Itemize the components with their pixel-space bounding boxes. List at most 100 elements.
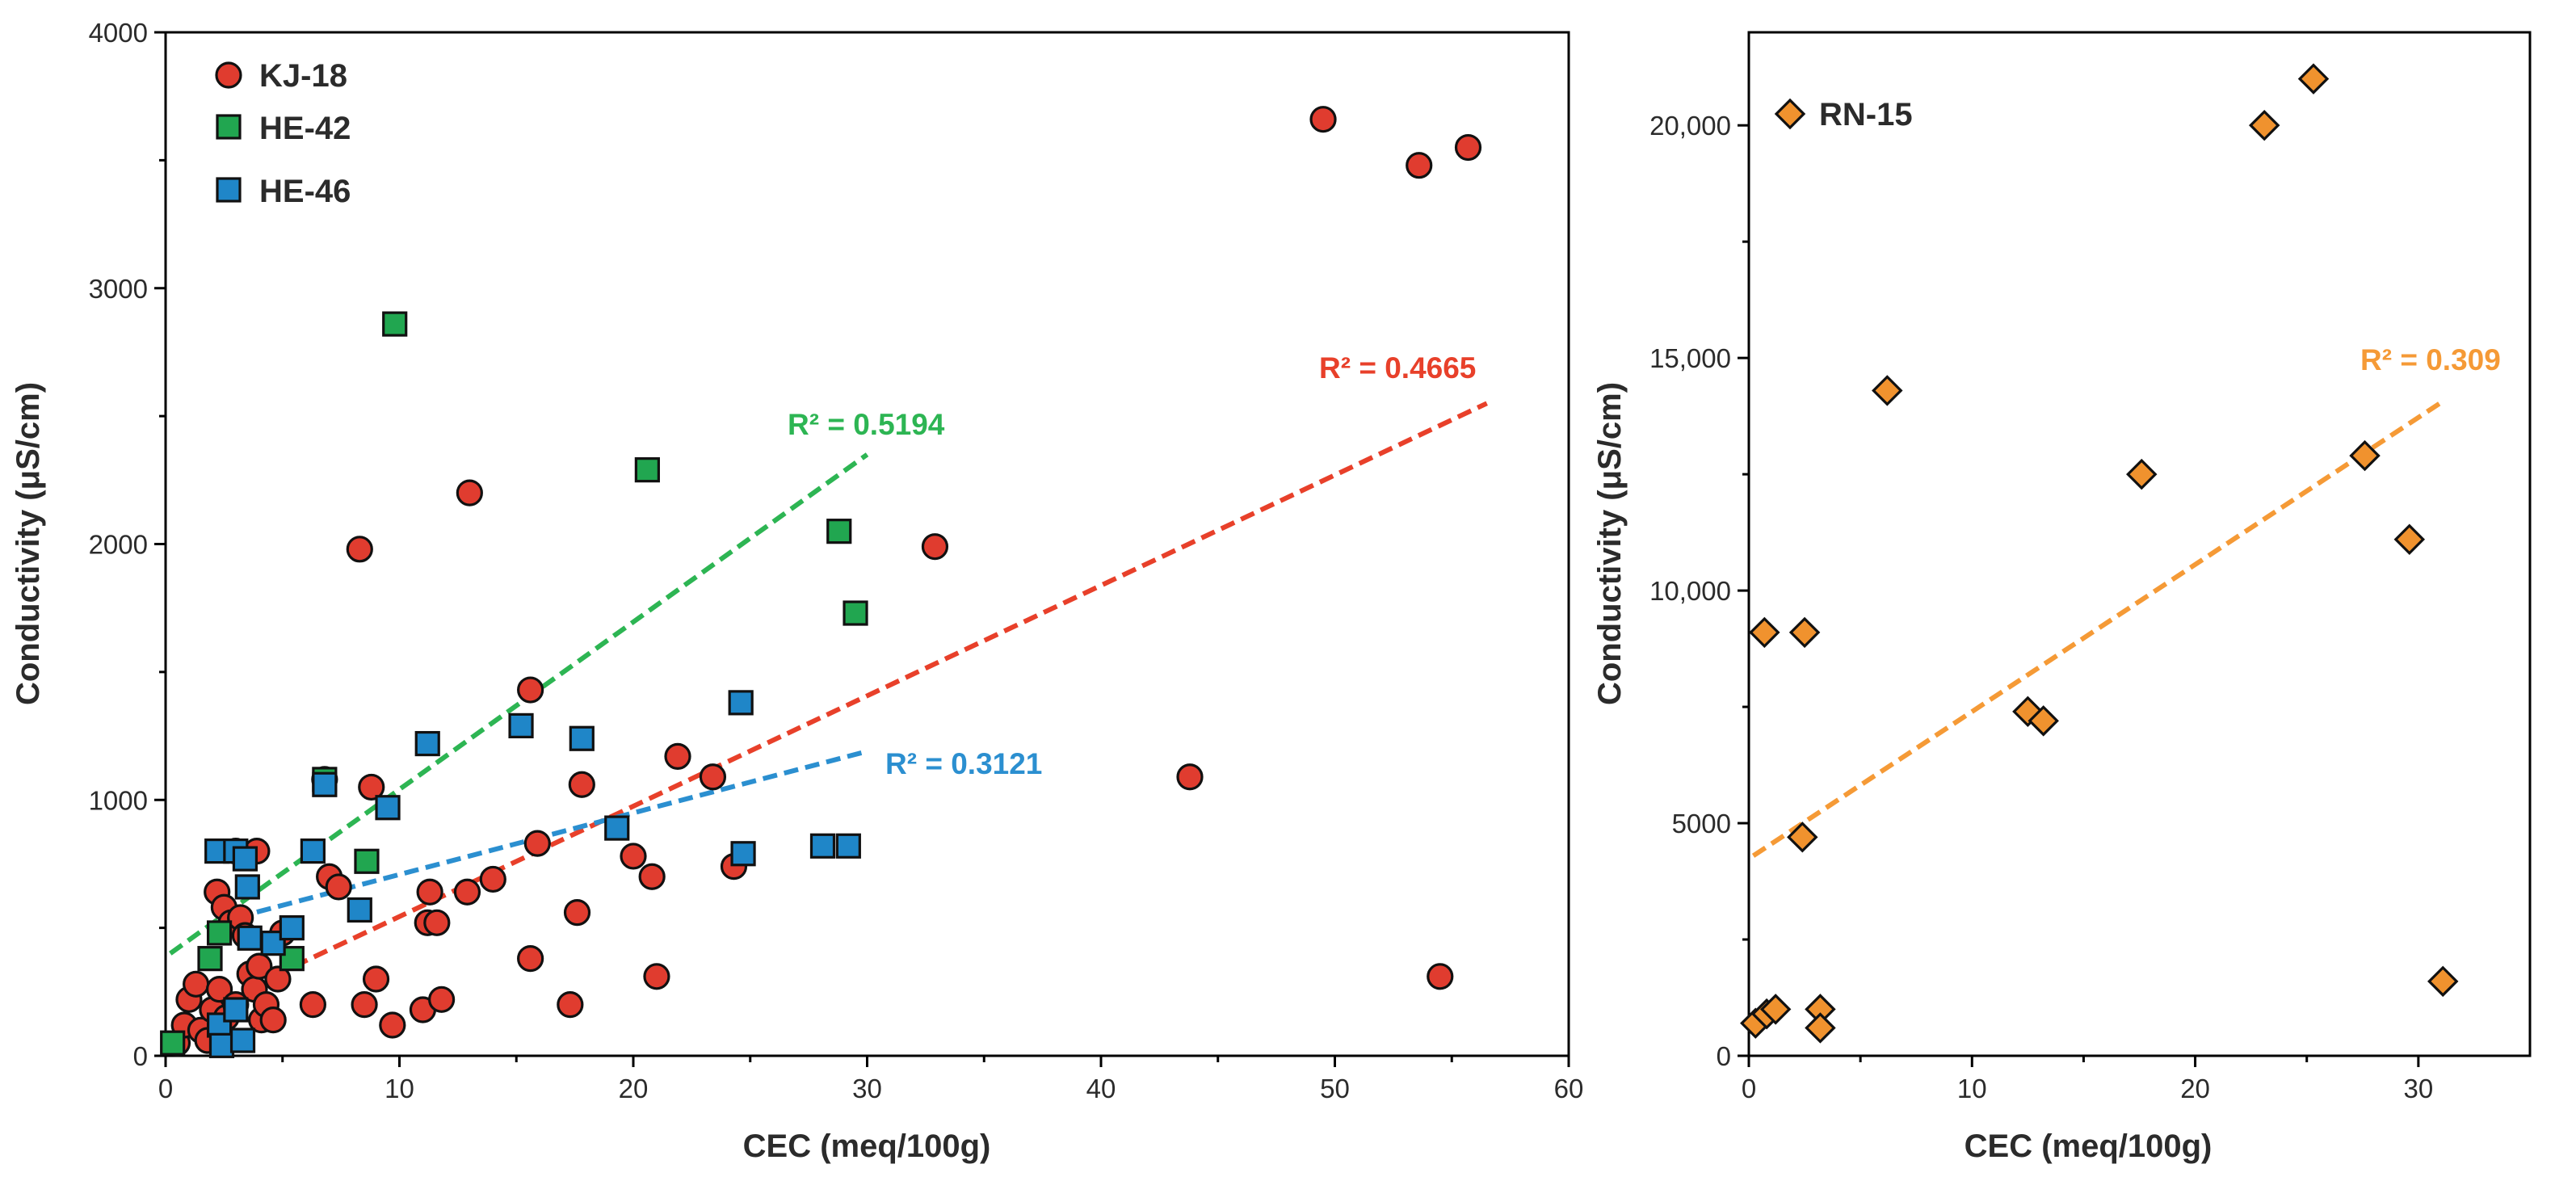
data-point-kj18	[1176, 763, 1204, 791]
left-y-tick-label: 2000	[89, 530, 148, 560]
left-scatter-panel: 0 10 20 30 40 50 60 0 1000 2000 3000 4000 R² = 0.46…	[11, 18, 1583, 1164]
data-point-he42	[354, 848, 380, 874]
right-legend: RN-15	[1774, 97, 1913, 132]
data-point-he42	[382, 311, 408, 337]
left-axis-ticks: 0 10 20 30 40 50 60 0 1000 2000 3000 4000	[89, 18, 1584, 1103]
data-point-kj18	[1454, 133, 1482, 162]
data-point-he46	[229, 1028, 256, 1053]
left-x-tick-label: 60	[1554, 1074, 1584, 1103]
data-point-kj18	[428, 986, 456, 1013]
data-point-he46	[234, 874, 260, 900]
data-point-kj18	[563, 899, 591, 927]
data-point-he42	[197, 946, 223, 972]
data-point-he46	[604, 815, 630, 841]
legend-label-rn15: RN-15	[1819, 97, 1913, 132]
data-point-kj18	[183, 970, 210, 998]
right-plot-frame	[1747, 31, 2532, 1057]
left-x-tick-label: 30	[852, 1074, 882, 1103]
data-point-rn15	[2248, 109, 2280, 141]
data-point-kj18	[643, 963, 670, 990]
data-point-he46	[508, 712, 534, 738]
data-point-rn15	[1787, 822, 1818, 853]
data-point-kj18	[620, 843, 647, 870]
data-point-rn15	[1805, 1012, 1836, 1044]
data-point-he46	[232, 846, 258, 872]
data-point-he46	[237, 925, 263, 951]
data-point-rn15	[1872, 375, 1903, 406]
data-point-kj18	[351, 991, 378, 1019]
r2-label-he42: R² = 0.5194	[788, 408, 945, 441]
data-point-rn15	[1788, 616, 1821, 649]
data-point-kj18	[523, 830, 551, 857]
legend-marker-kj18	[215, 61, 242, 89]
left-x-tick-label: 40	[1086, 1074, 1116, 1103]
right-x-tick-label: 30	[2403, 1074, 2433, 1103]
data-point-rn15	[2393, 523, 2426, 555]
data-point-he46	[414, 730, 440, 757]
left-x-tick-label: 20	[619, 1074, 649, 1103]
data-point-rn15	[1805, 994, 1836, 1025]
data-point-kj18	[259, 1007, 287, 1034]
legend-label-kj18: KJ-18	[259, 58, 347, 94]
data-point-he46	[279, 915, 305, 941]
right-axis-ticks: 0 10 20 30 0 5000 10,000 15,000 20,000	[1649, 111, 2433, 1103]
legend-marker-rn15	[1774, 98, 1806, 130]
right-x-tick-label: 0	[1742, 1074, 1756, 1103]
data-point-he46	[347, 897, 372, 923]
r2-label-he46: R² = 0.3121	[885, 747, 1042, 780]
data-point-he46	[730, 841, 756, 867]
right-trendlines	[1751, 397, 2447, 858]
left-y-tick-label: 4000	[89, 18, 148, 48]
data-point-kj18	[1427, 963, 1454, 990]
data-point-he42	[634, 457, 660, 483]
data-point-rn15	[2297, 63, 2330, 95]
left-x-tick-label: 10	[385, 1074, 414, 1103]
data-point-he42	[206, 920, 233, 946]
left-r2-labels: R² = 0.4665 R² = 0.5194 R² = 0.3121	[788, 351, 1476, 780]
data-point-he42	[160, 1030, 186, 1056]
data-point-he46	[728, 690, 754, 716]
data-point-kj18	[246, 952, 273, 980]
data-point-kj18	[453, 878, 481, 906]
right-y-tick-label: 10,000	[1649, 576, 1731, 606]
legend-label-he42: HE-42	[259, 111, 351, 146]
data-point-kj18	[1406, 152, 1433, 179]
data-point-kj18	[362, 965, 390, 993]
data-point-kj18	[664, 742, 691, 771]
data-point-rn15	[2349, 439, 2381, 472]
r2-label-rn15: R² = 0.309	[2360, 343, 2501, 376]
data-point-he46	[809, 833, 836, 859]
data-point-he46	[569, 725, 595, 751]
data-point-rn15	[1749, 616, 1780, 649]
data-point-rn15	[2126, 458, 2158, 490]
data-point-kj18	[638, 863, 666, 890]
data-point-rn15	[1759, 994, 1792, 1025]
right-data-points	[1740, 63, 2459, 1044]
left-legend: KJ-18 HE-42 HE-46	[215, 58, 351, 209]
data-point-kj18	[325, 873, 352, 901]
left-x-axis-title: CEC (meq/100g)	[743, 1128, 991, 1164]
legend-marker-he46	[216, 177, 242, 203]
data-point-he46	[835, 833, 861, 859]
data-point-kj18	[699, 763, 727, 791]
data-point-kj18	[299, 991, 326, 1019]
data-point-rn15	[2028, 705, 2059, 737]
trendline-he42	[169, 452, 869, 956]
trendline-rn15	[1751, 397, 2447, 858]
r2-label-kj18: R² = 0.4665	[1319, 351, 1476, 385]
data-point-he46	[312, 771, 338, 797]
data-point-kj18	[1309, 106, 1337, 133]
data-point-kj18	[379, 1011, 406, 1039]
data-point-kj18	[423, 909, 451, 936]
data-point-he46	[300, 838, 326, 864]
legend-marker-he42	[216, 114, 242, 140]
data-point-kj18	[921, 533, 949, 561]
data-point-rn15	[2427, 965, 2459, 998]
left-y-axis-title: Conductivity (μS/cm)	[11, 382, 46, 705]
data-point-he42	[843, 600, 868, 626]
data-point-kj18	[416, 878, 443, 906]
left-plot-frame	[164, 31, 1570, 1057]
left-trendlines	[169, 401, 1488, 969]
data-point-kj18	[264, 965, 292, 993]
